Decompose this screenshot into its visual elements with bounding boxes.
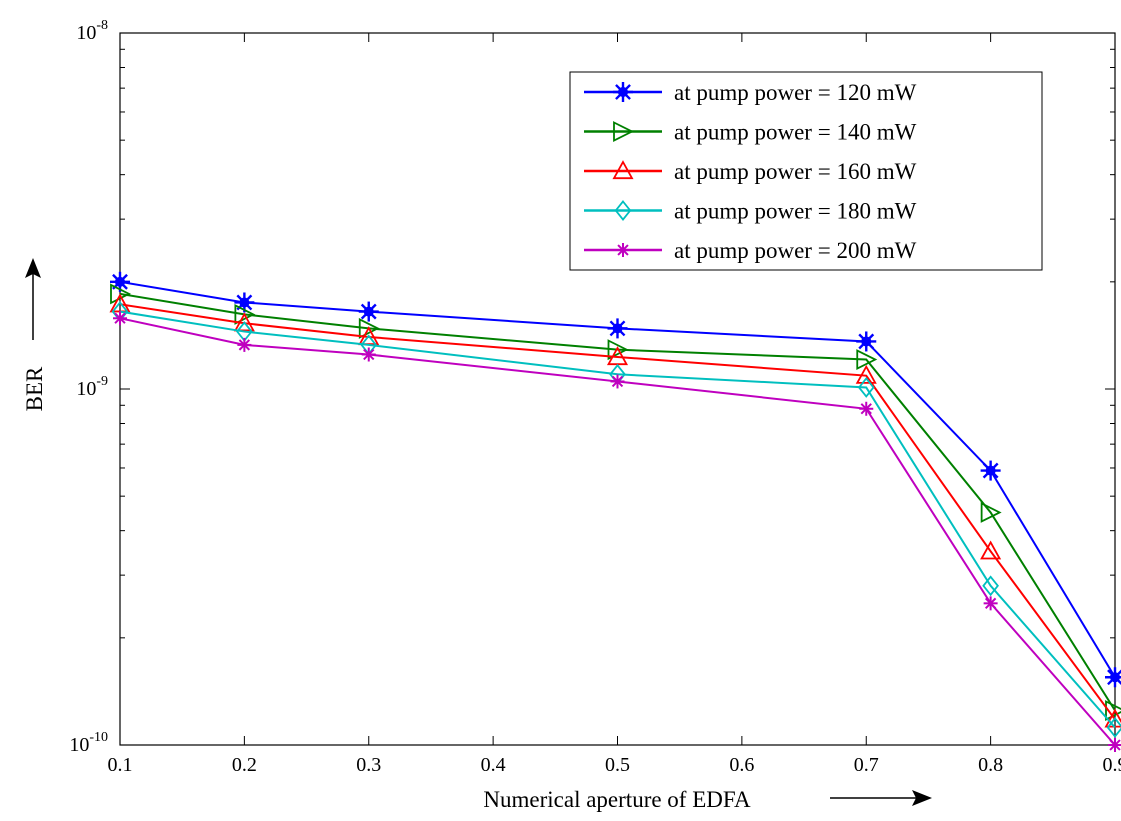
- data-point: [984, 596, 998, 610]
- data-point: [237, 338, 251, 352]
- legend-label: at pump power = 120 mW: [674, 80, 917, 105]
- x-axis-label: Numerical aperture of EDFA: [483, 787, 751, 812]
- y-tick-base: 10: [76, 22, 96, 44]
- y-tick-exponent: -8: [96, 18, 108, 33]
- legend-label: at pump power = 200 mW: [674, 238, 917, 263]
- x-tick-label: 0.5: [605, 754, 630, 776]
- data-point: [359, 302, 379, 322]
- y-tick-exponent: -9: [96, 374, 108, 389]
- x-tick-label: 0.3: [356, 754, 381, 776]
- legend-label: at pump power = 160 mW: [674, 159, 917, 184]
- y-tick-label: 10-9: [76, 374, 108, 400]
- x-tick-label: 0.2: [232, 754, 257, 776]
- data-point: [362, 348, 376, 362]
- y-tick-base: 10: [69, 734, 89, 756]
- data-point: [611, 374, 625, 388]
- data-point: [608, 318, 628, 338]
- legend-label: at pump power = 140 mW: [674, 120, 917, 145]
- x-tick-label: 0.6: [729, 754, 754, 776]
- data-point: [856, 331, 876, 351]
- x-tick-label: 0.9: [1103, 754, 1121, 776]
- legend-marker: [613, 82, 633, 102]
- x-tick-label: 0.8: [978, 754, 1003, 776]
- y-axis-arrow: [25, 258, 41, 340]
- data-point: [113, 311, 127, 325]
- legend: at pump power = 120 mW at pump power = 14…: [570, 72, 1042, 270]
- y-axis-label: BER: [22, 366, 47, 411]
- x-tick-label: 0.7: [854, 754, 879, 776]
- y-tick-label: 10-10: [69, 730, 108, 756]
- x-tick-label: 0.4: [481, 754, 506, 776]
- x-tick-label: 0.1: [108, 754, 133, 776]
- y-tick-label: 10-8: [76, 18, 108, 44]
- legend-label: at pump power = 180 mW: [674, 199, 917, 224]
- y-tick-base: 10: [76, 378, 96, 400]
- x-axis-arrow: [830, 790, 932, 806]
- data-point: [859, 402, 873, 416]
- data-point: [981, 461, 1001, 481]
- legend-marker: [616, 243, 630, 257]
- y-tick-exponent: -10: [89, 730, 108, 745]
